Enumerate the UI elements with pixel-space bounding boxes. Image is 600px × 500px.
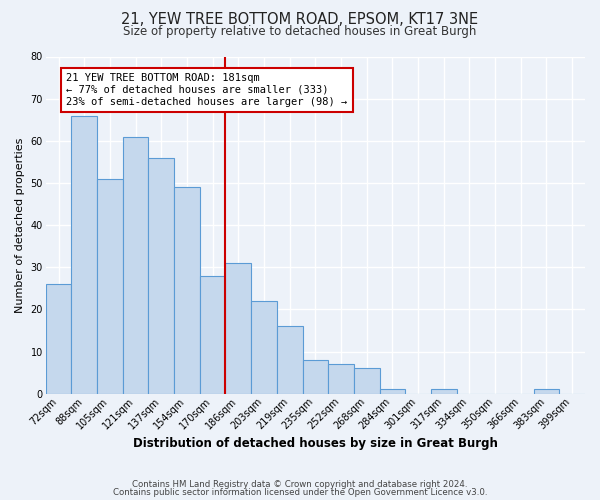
Bar: [97, 178, 123, 394]
Bar: [251, 301, 277, 394]
Bar: [380, 390, 405, 394]
Text: Size of property relative to detached houses in Great Burgh: Size of property relative to detached ho…: [124, 25, 476, 38]
Bar: [328, 364, 354, 394]
Text: Contains public sector information licensed under the Open Government Licence v3: Contains public sector information licen…: [113, 488, 487, 497]
Bar: [226, 263, 251, 394]
Bar: [200, 276, 226, 394]
Bar: [431, 390, 457, 394]
Bar: [277, 326, 302, 394]
Bar: [148, 158, 174, 394]
Bar: [354, 368, 380, 394]
X-axis label: Distribution of detached houses by size in Great Burgh: Distribution of detached houses by size …: [133, 437, 498, 450]
Y-axis label: Number of detached properties: Number of detached properties: [15, 138, 25, 313]
Text: 21 YEW TREE BOTTOM ROAD: 181sqm
← 77% of detached houses are smaller (333)
23% o: 21 YEW TREE BOTTOM ROAD: 181sqm ← 77% of…: [66, 74, 347, 106]
Text: Contains HM Land Registry data © Crown copyright and database right 2024.: Contains HM Land Registry data © Crown c…: [132, 480, 468, 489]
Text: 21, YEW TREE BOTTOM ROAD, EPSOM, KT17 3NE: 21, YEW TREE BOTTOM ROAD, EPSOM, KT17 3N…: [121, 12, 479, 28]
Bar: [46, 284, 71, 394]
Bar: [302, 360, 328, 394]
Bar: [174, 187, 200, 394]
Bar: [533, 390, 559, 394]
Bar: [123, 136, 148, 394]
Bar: [71, 116, 97, 394]
